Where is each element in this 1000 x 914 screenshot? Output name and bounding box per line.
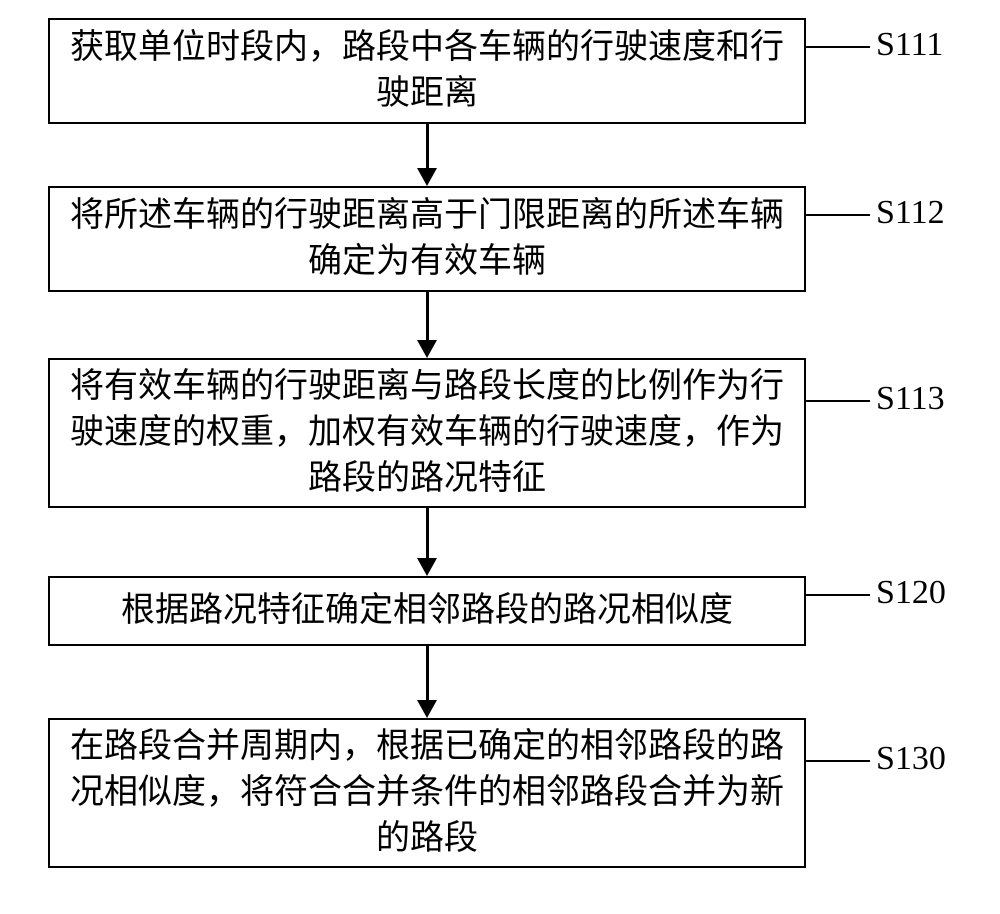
- leader-line: [806, 594, 870, 596]
- leader-line: [806, 214, 870, 216]
- arrow-head-icon: [417, 340, 437, 358]
- step-label-S130: S130: [876, 740, 946, 778]
- leader-line: [806, 46, 870, 48]
- arrow-shaft: [426, 124, 429, 168]
- flow-step-n2: 将所述车辆的行驶距离高于门限距离的所述车辆确定为有效车辆: [48, 186, 806, 292]
- flow-step-text: 根据路况特征确定相邻路段的路况相似度: [121, 588, 733, 634]
- flow-step-text: 在路段合并周期内，根据已确定的相邻路段的路况相似度，将符合合并条件的相邻路段合并…: [68, 724, 786, 862]
- flow-step-text: 将所述车辆的行驶距离高于门限距离的所述车辆确定为有效车辆: [68, 193, 786, 285]
- arrow-head-icon: [417, 558, 437, 576]
- step-label-S113: S113: [876, 380, 945, 418]
- flow-step-n3: 将有效车辆的行驶距离与路段长度的比例作为行驶速度的权重，加权有效车辆的行驶速度，…: [48, 358, 806, 508]
- flow-step-n5: 在路段合并周期内，根据已确定的相邻路段的路况相似度，将符合合并条件的相邻路段合并…: [48, 718, 806, 868]
- arrow-shaft: [426, 292, 429, 340]
- flowchart-canvas: 获取单位时段内，路段中各车辆的行驶速度和行驶距离 S111 将所述车辆的行驶距离高于…: [0, 0, 1000, 914]
- arrow-shaft: [426, 646, 429, 700]
- flow-step-n1: 获取单位时段内，路段中各车辆的行驶速度和行驶距离: [48, 18, 806, 124]
- flow-step-text: 将有效车辆的行驶距离与路段长度的比例作为行驶速度的权重，加权有效车辆的行驶速度，…: [68, 364, 786, 502]
- leader-line: [806, 400, 870, 402]
- step-label-S112: S112: [876, 194, 945, 232]
- leader-line: [806, 760, 870, 762]
- arrow-head-icon: [417, 168, 437, 186]
- arrow-head-icon: [417, 700, 437, 718]
- arrow-shaft: [426, 508, 429, 558]
- step-label-S120: S120: [876, 574, 946, 612]
- flow-step-n4: 根据路况特征确定相邻路段的路况相似度: [48, 576, 806, 646]
- flow-step-text: 获取单位时段内，路段中各车辆的行驶速度和行驶距离: [68, 25, 786, 117]
- step-label-S111: S111: [876, 26, 943, 64]
